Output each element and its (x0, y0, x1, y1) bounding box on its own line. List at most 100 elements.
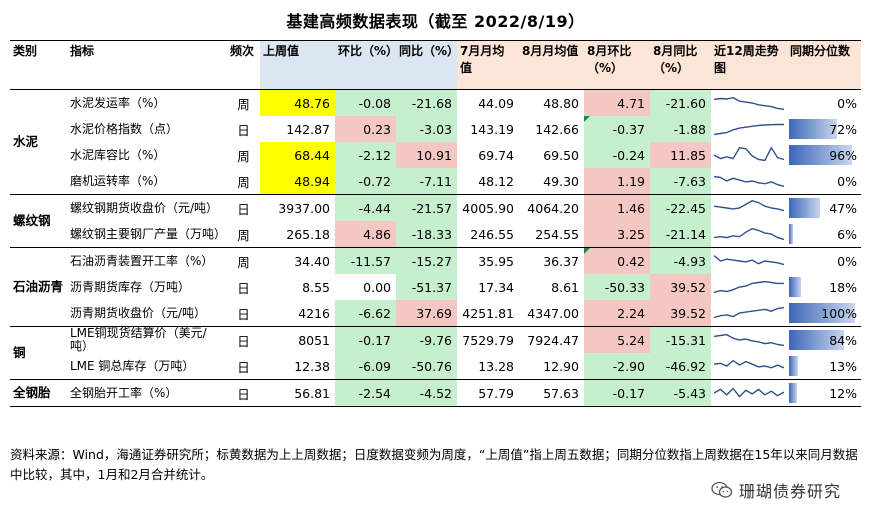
wow-cell: -11.57 (335, 247, 396, 274)
percentile-value: 96% (829, 147, 857, 163)
aug-mom-cell: 1.46 (584, 194, 650, 221)
wow-cell: 0.00 (363, 279, 391, 295)
yoy-cell: -4.52 (396, 379, 457, 407)
sparkline-chart (713, 306, 785, 319)
last-week-cell: 8.55 (302, 279, 330, 295)
percentile-cell: 84% (787, 327, 861, 354)
percentile-value: 0% (837, 253, 857, 269)
percentile-cell: 12% (787, 379, 861, 407)
frequency-cell: 周 (227, 221, 260, 248)
sparkline-line (713, 200, 785, 212)
last-week-cell: 56.81 (260, 379, 335, 407)
wow-cell: -0.17 (335, 326, 396, 353)
sparkline-line (713, 227, 785, 241)
yoy-cell: -51.37 (396, 274, 457, 300)
aug-avg-cell: 12.90 (519, 353, 584, 380)
comment-marker-icon (584, 116, 590, 122)
indicator-cell: LME铜现货结算价（美元/吨） (70, 326, 207, 353)
jul-avg-cell: 48.12 (457, 168, 519, 195)
sparkline-cell (711, 221, 787, 248)
sparkline-line (713, 175, 785, 188)
category-cell: 水泥 (10, 89, 67, 195)
percentile-cell: 96% (787, 142, 861, 168)
header-wow: 环比（%） (335, 40, 398, 90)
yoy-cell: -3.03 (396, 116, 457, 142)
category-cell: 全钢胎 (10, 379, 67, 407)
indicator-cell: LME 铜总库存（万吨） (67, 353, 227, 380)
jul-avg-cell: 4005.90 (462, 200, 514, 216)
aug-mom-cell: -0.37 (584, 116, 650, 142)
percentile-cell: 47% (787, 195, 861, 222)
last-week-cell: 34.40 (294, 253, 330, 269)
sparkline-cell (711, 90, 787, 117)
source-note: 资料来源：Wind，海通证券研究所；标黄数据为上上周数据；日度数据变频为周度，“… (10, 447, 858, 482)
jul-avg-cell: 7529.79 (462, 332, 514, 348)
last-week-cell: 8051 (298, 332, 330, 348)
frequency-cell: 周 (237, 148, 250, 164)
aug-yoy-cell: 39.52 (650, 274, 711, 300)
yoy-cell: 10.91 (396, 142, 457, 168)
wow-cell: -4.44 (335, 194, 396, 221)
yoy-cell: -9.76 (396, 326, 457, 353)
aug-mom-cell: 4.71 (584, 89, 650, 116)
last-week-cell: 12.38 (260, 353, 335, 380)
sparkline-line (713, 333, 785, 347)
table-row: 螺纹钢 螺纹钢期货收盘价（元/吨） 日 3937.00 -4.44 -21.57 4005.… (10, 194, 861, 248)
wow-cell: -0.72 (335, 168, 396, 195)
header-jul-avg: 7月月均值 (457, 40, 519, 90)
indicator-cell: 水泥库容比（%） (70, 147, 166, 162)
header-frequency: 频次 (227, 40, 260, 90)
sparkline-cell (711, 116, 787, 142)
aug-avg-cell: 254.55 (519, 221, 584, 248)
sparkline-line (713, 306, 785, 319)
wow-cell: 0.23 (335, 116, 396, 142)
percentile-value: 6% (837, 226, 857, 242)
aug-mom-cell: 0.42 (584, 247, 650, 274)
jul-avg-cell: 13.28 (457, 353, 519, 380)
table-row: 水泥 水泥发运率（%） 周 48.76 -0.08 -21.68 44.09 48.80 4.7… (10, 89, 861, 195)
sparkline-line (713, 146, 785, 162)
aug-yoy-cell: -22.45 (650, 194, 711, 221)
percentile-value: 18% (829, 279, 857, 295)
aug-yoy-cell: -21.60 (650, 89, 711, 116)
jul-avg-cell: 57.79 (457, 379, 519, 407)
sparkline-chart (713, 146, 785, 162)
aug-mom-cell: 3.25 (584, 221, 650, 248)
frequency-cell: 日 (227, 379, 260, 407)
aug-avg-cell: 36.37 (543, 253, 579, 269)
sparkline-cell (711, 248, 787, 275)
sparkline-cell (711, 300, 787, 327)
wechat-icon (711, 481, 733, 498)
indicator-cell: 磨机运转率（%） (67, 168, 227, 195)
percentile-value: 84% (829, 332, 857, 348)
indicator-cell: 水泥价格指数（点） (70, 121, 179, 136)
percentile-bar (789, 145, 853, 165)
aug-yoy-cell: -46.92 (650, 353, 711, 380)
aug-mom-cell: 5.24 (584, 326, 650, 353)
category-cell: 铜 (10, 326, 67, 380)
frequency-cell: 日 (237, 201, 250, 217)
sparkline-chart (713, 175, 785, 188)
sparkline-chart (713, 96, 785, 110)
frequency-cell: 周 (227, 168, 260, 195)
sparkline-line (713, 96, 785, 110)
sparkline-chart (713, 255, 785, 266)
jul-avg-cell: 69.74 (478, 147, 514, 163)
aug-yoy-cell: -1.88 (650, 116, 711, 142)
percentile-cell: 6% (787, 221, 861, 248)
table-row: 磨机运转率（%）周 48.94 -0.72 -7.11 48.12 49.30 1.19 -7… (10, 168, 861, 195)
wow-cell: -6.62 (335, 300, 396, 327)
frequency-cell: 日 (237, 333, 250, 349)
frequency-cell: 日 (237, 122, 250, 138)
percentile-bar (789, 277, 801, 297)
sparkline-cell (711, 195, 787, 222)
header-indicator: 指标 (67, 40, 227, 90)
indicator-cell: 螺纹钢期货收盘价（元/吨） (70, 200, 219, 215)
sparkline-chart (713, 200, 785, 212)
aug-yoy-cell: -4.93 (650, 247, 711, 274)
wow-cell: 4.86 (335, 221, 396, 248)
yoy-cell: -18.33 (396, 221, 457, 248)
jul-avg-cell: 17.34 (478, 279, 514, 295)
percentile-value: 12% (829, 385, 857, 401)
aug-yoy-cell: 11.85 (650, 142, 711, 168)
